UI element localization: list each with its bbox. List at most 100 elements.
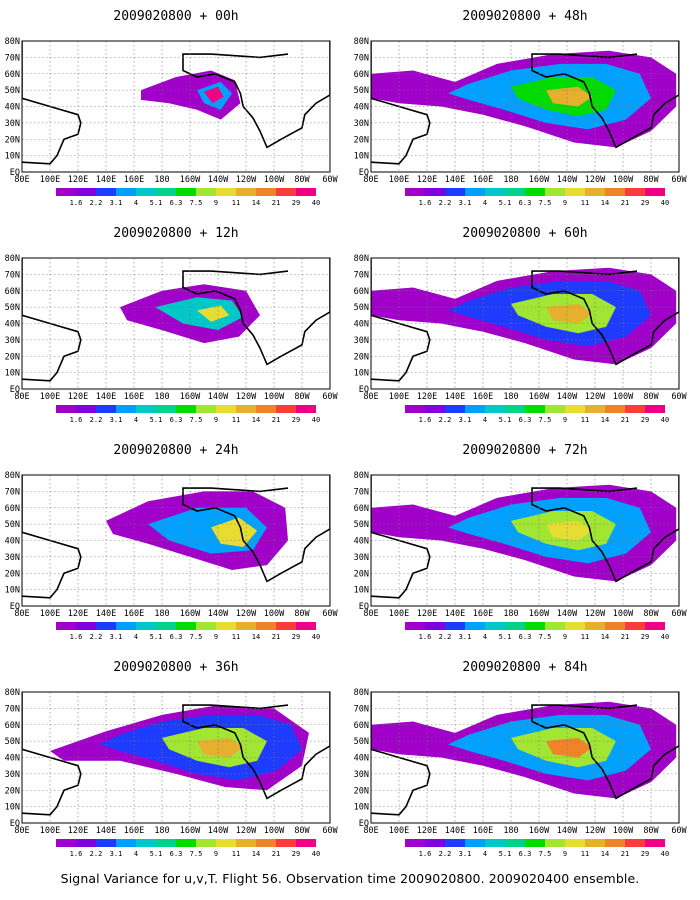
colorbar-swatch xyxy=(405,839,425,847)
lat-tick-label: 80N xyxy=(354,254,369,264)
variance-contour xyxy=(546,737,593,758)
colorbar-swatch xyxy=(236,622,256,630)
lon-tick-label: 120E xyxy=(68,392,88,402)
colorbar-swatch xyxy=(296,839,316,847)
colorbar-label: 4 xyxy=(134,633,138,641)
colorbar-label: 21 xyxy=(272,199,280,207)
colorbar-swatch xyxy=(96,622,116,630)
lat-tick-label: 60N xyxy=(5,504,20,514)
lon-tick-label: 100E xyxy=(389,826,409,836)
colorbar-swatch xyxy=(445,405,465,413)
lon-tick-label: 100E xyxy=(389,175,409,185)
lon-tick-label: 60W xyxy=(671,826,687,836)
colorbar-label: 3.1 xyxy=(110,416,123,424)
lon-tick-label: 160E xyxy=(473,392,493,402)
colorbar-label: 21 xyxy=(272,416,280,424)
lat-tick-label: 20N xyxy=(5,135,20,145)
lat-tick-label: 60N xyxy=(354,287,369,297)
colorbar-swatch xyxy=(545,622,565,630)
map-frame xyxy=(370,40,680,173)
lon-tick-label: 180 xyxy=(503,826,518,836)
colorbar-swatch xyxy=(465,839,485,847)
lon-tick-label: 80E xyxy=(363,609,378,619)
colorbar-label: 21 xyxy=(621,850,629,858)
colorbar-label: 5.1 xyxy=(499,633,512,641)
colorbar-label: 14 xyxy=(252,850,260,858)
panel-title: 2009020800 + 48h xyxy=(462,9,587,24)
lon-tick-label: 140E xyxy=(96,609,116,619)
map-panel: 2009020800 + 60h 80E 100E 120E 140E 160E 180 16… xyxy=(354,226,688,424)
colorbar-label: 3.1 xyxy=(459,416,472,424)
colorbar-label: 7.5 xyxy=(190,850,203,858)
colorbar-swatch xyxy=(465,188,485,196)
colorbar-label: 29 xyxy=(292,633,300,641)
colorbar-label: 1.6 xyxy=(70,416,83,424)
lat-tick-label: 80N xyxy=(354,688,369,698)
colorbar-swatch xyxy=(585,839,605,847)
colorbar-label: 40 xyxy=(661,850,669,858)
colorbar-swatch xyxy=(276,188,296,196)
colorbar-label: 29 xyxy=(292,416,300,424)
colorbar-swatch xyxy=(645,839,665,847)
colorbar-swatch xyxy=(56,405,76,413)
colorbar-swatch xyxy=(645,188,665,196)
colorbar-label: 2.2 xyxy=(90,633,103,641)
colorbar-label: 14 xyxy=(252,416,260,424)
lon-tick-label: 120W xyxy=(236,392,257,402)
colorbar-swatch xyxy=(485,188,505,196)
coastline xyxy=(22,258,82,382)
lon-tick-label: 160W xyxy=(529,609,550,619)
lon-tick-label: 100W xyxy=(613,826,634,836)
lat-tick-label: 70N xyxy=(354,487,369,497)
lon-tick-label: 140W xyxy=(557,826,578,836)
colorbar-swatch xyxy=(405,622,425,630)
lat-tick-label: 70N xyxy=(354,53,369,63)
lon-tick-label: 140E xyxy=(445,175,465,185)
lon-tick-label: 140W xyxy=(208,175,229,185)
lat-tick-label: 70N xyxy=(354,704,369,714)
colorbar-label: 7.5 xyxy=(190,416,203,424)
colorbar-label: 1.6 xyxy=(419,850,432,858)
lat-tick-label: 60N xyxy=(5,721,20,731)
colorbar-swatch xyxy=(645,405,665,413)
coastline xyxy=(371,41,431,165)
colorbar-swatch xyxy=(116,622,136,630)
colorbar-label: 2.2 xyxy=(439,850,452,858)
colorbar-label: 3.1 xyxy=(459,633,472,641)
lat-tick-label: EQ xyxy=(359,168,369,178)
colorbar-label: 6.3 xyxy=(519,416,532,424)
lat-tick-label: 40N xyxy=(354,320,369,330)
lat-tick-label: 30N xyxy=(5,119,20,129)
colorbar-swatch xyxy=(605,622,625,630)
colorbar-label: 11 xyxy=(232,633,240,641)
lat-tick-label: 70N xyxy=(5,53,20,63)
lon-tick-label: 120W xyxy=(236,609,257,619)
colorbar-swatch xyxy=(585,188,605,196)
variance-field xyxy=(22,692,330,816)
colorbar-label: 4 xyxy=(483,850,487,858)
colorbar-label: 9 xyxy=(563,633,567,641)
colorbar-swatch xyxy=(425,839,445,847)
lon-tick-label: 60W xyxy=(671,609,687,619)
colorbar-label: 4 xyxy=(483,633,487,641)
lon-tick-label: 140W xyxy=(208,826,229,836)
colorbar-swatch xyxy=(216,622,236,630)
colorbar-swatch xyxy=(116,405,136,413)
lat-tick-label: 80N xyxy=(5,688,20,698)
lat-tick-label: 20N xyxy=(5,569,20,579)
colorbar-label: 1.6 xyxy=(70,199,83,207)
colorbar-label: 40 xyxy=(312,416,320,424)
lon-tick-label: 180 xyxy=(503,609,518,619)
colorbar-label: 21 xyxy=(272,633,280,641)
lat-tick-label: 60N xyxy=(354,721,369,731)
map-frame xyxy=(21,257,331,390)
lat-tick-label: 10N xyxy=(354,803,369,813)
colorbar-label: 4 xyxy=(134,850,138,858)
lon-tick-label: 80W xyxy=(643,609,659,619)
map-panel: 2009020800 + 84h 80E 100E 120E 140E 160E 180 16… xyxy=(354,660,688,858)
colorbar-swatch xyxy=(136,622,156,630)
colorbar-swatch xyxy=(525,188,545,196)
colorbar-swatch xyxy=(545,188,565,196)
colorbar-swatch xyxy=(156,622,176,630)
lat-tick-label: 80N xyxy=(5,471,20,481)
